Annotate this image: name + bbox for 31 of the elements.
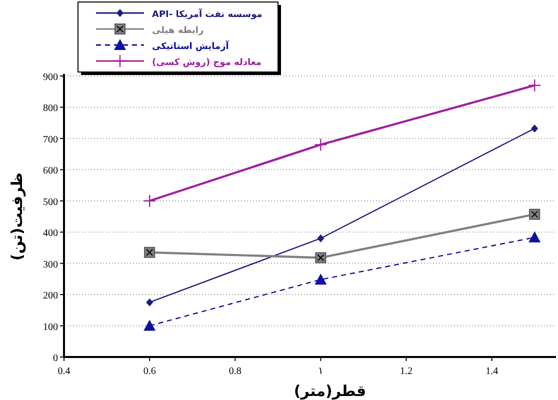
x-tick-label: 0.6 — [143, 366, 156, 377]
y-tick-label: 400 — [43, 228, 58, 240]
y-tick-label: 900 — [43, 72, 58, 83]
x-tick-label: ۱ — [318, 366, 324, 377]
y-tick-label: 300 — [43, 259, 58, 270]
x-tick-label: 0.8 — [228, 366, 242, 377]
point — [144, 320, 156, 331]
y-tick-label: 100 — [43, 322, 58, 333]
point — [531, 124, 538, 132]
y-tick-label: 500 — [43, 196, 58, 208]
y-tick-label: 700 — [43, 134, 58, 146]
x-tick-label: 1.4 — [486, 366, 498, 377]
point — [314, 138, 328, 152]
y-tick-label: 800 — [43, 103, 58, 114]
point — [146, 298, 154, 306]
point — [317, 234, 324, 242]
point — [142, 194, 156, 208]
text: رابطه هيلی — [152, 26, 204, 36]
y-tick-label: 600 — [43, 166, 58, 177]
y-axis-title: ظرفيت(تن) — [8, 172, 26, 261]
point — [528, 78, 542, 92]
point — [314, 274, 327, 285]
text: معادله موج (روش كسی) — [152, 58, 262, 68]
x-axis-title: قطر(متر) — [294, 382, 366, 400]
text: موسسه نفت آمریکا -API — [152, 8, 262, 20]
x-tick-label: 1.2 — [400, 366, 413, 377]
y-tick-label: 200 — [43, 290, 58, 302]
text: آزمايش استاتيكی — [152, 40, 230, 52]
x-tick-label: 0.4 — [58, 366, 70, 377]
y-tick-label: 0 — [53, 353, 58, 364]
point — [528, 231, 541, 242]
